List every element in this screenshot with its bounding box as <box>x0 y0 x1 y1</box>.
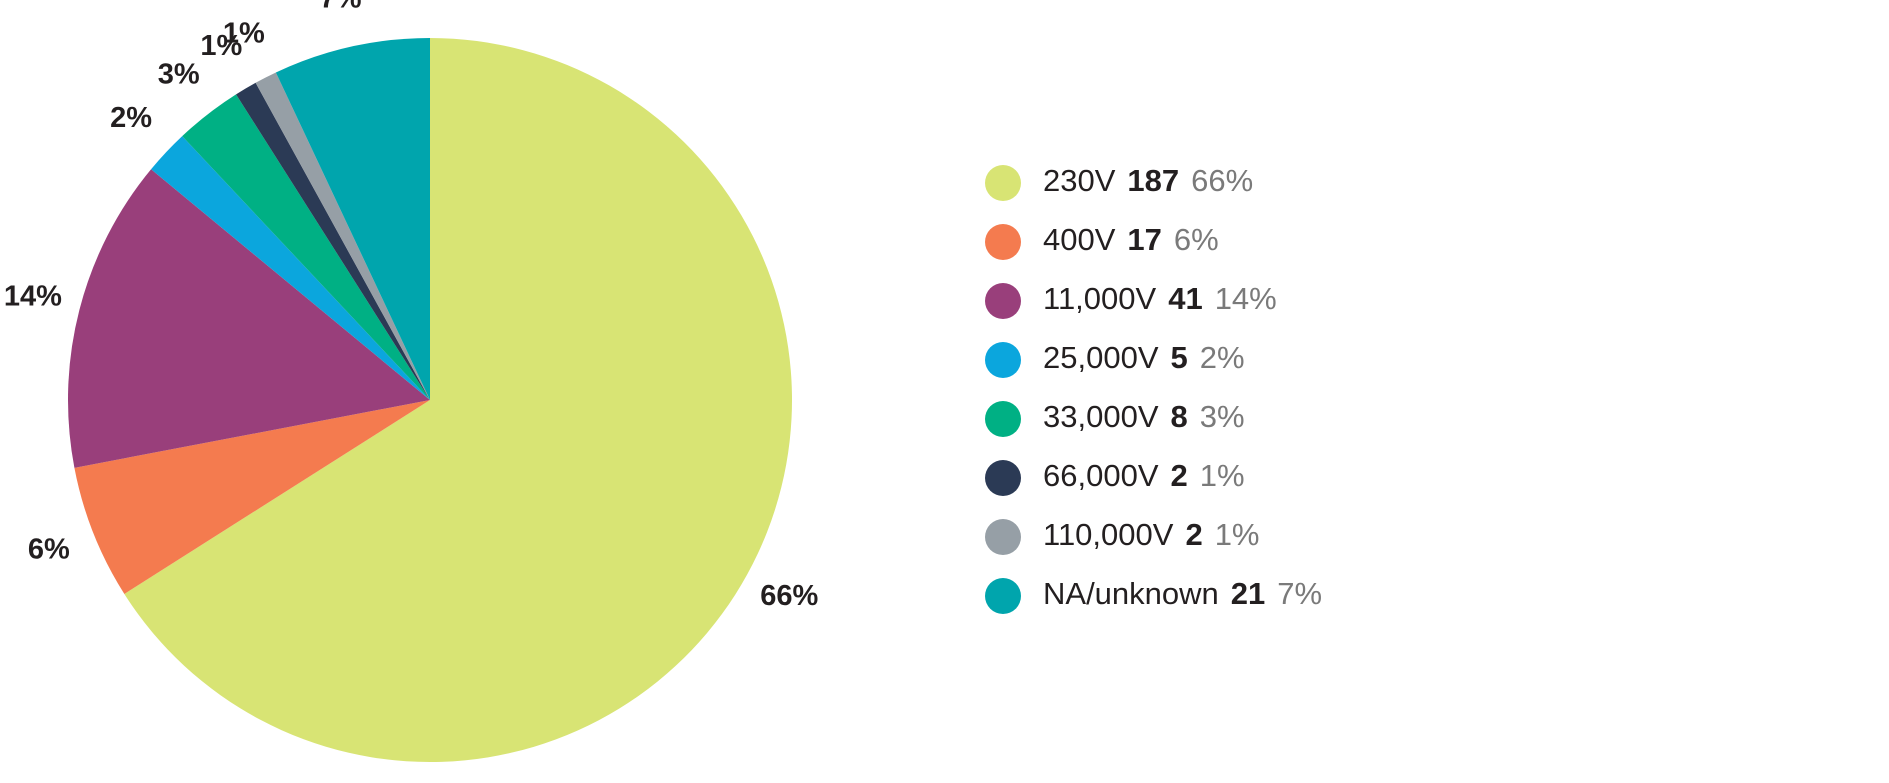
legend-label: 66,000V <box>1043 458 1159 493</box>
legend-text: 400V 17 6% <box>1043 222 1219 257</box>
slice-label-11-000v: 14% <box>4 281 62 313</box>
legend-text: 230V 187 66% <box>1043 163 1253 198</box>
slice-label-25-000v: 2% <box>110 102 152 134</box>
pie-slice-labels: 66%6%14%2%3%1%1%7% <box>4 0 819 612</box>
legend-percent: 2% <box>1200 340 1245 375</box>
legend-count: 187 <box>1127 163 1179 198</box>
legend-percent: 3% <box>1200 399 1245 434</box>
slice-label-400v: 6% <box>28 534 70 566</box>
legend-item-110-000v: 110,000V 2 1% <box>985 517 1260 555</box>
legend-text: NA/unknown 21 7% <box>1043 576 1322 611</box>
legend-count: 8 <box>1171 399 1188 434</box>
legend-swatch <box>985 519 1021 555</box>
pie-slice-400v <box>74 400 430 594</box>
legend-count: 2 <box>1171 458 1188 493</box>
legend-swatch <box>985 342 1021 378</box>
legend-label: NA/unknown <box>1043 576 1219 611</box>
legend-percent: 66% <box>1191 163 1253 198</box>
legend-swatch <box>985 224 1021 260</box>
legend-text: 33,000V 8 3% <box>1043 399 1245 434</box>
legend-swatch <box>985 283 1021 319</box>
legend-swatch <box>985 578 1021 614</box>
pie-slice-25-000v <box>151 136 430 401</box>
legend-swatch <box>985 401 1021 437</box>
legend-text: 110,000V 2 1% <box>1043 517 1260 552</box>
legend-text: 11,000V 41 14% <box>1043 281 1277 316</box>
legend-label: 11,000V <box>1043 281 1157 316</box>
legend-swatch <box>985 165 1021 201</box>
legend-item-230v: 230V 187 66% <box>985 163 1253 201</box>
legend-count: 2 <box>1185 517 1202 552</box>
legend-percent: 1% <box>1200 458 1245 493</box>
slice-label-66-000v: 1% <box>200 30 242 62</box>
pie-slices <box>68 38 793 762</box>
legend-text: 66,000V 2 1% <box>1043 458 1245 493</box>
legend-item-33-000v: 33,000V 8 3% <box>985 399 1245 437</box>
legend-label: 400V <box>1043 222 1116 257</box>
legend-label: 230V <box>1043 163 1116 198</box>
legend-count: 21 <box>1231 576 1265 611</box>
legend-percent: 6% <box>1174 222 1219 257</box>
legend-count: 17 <box>1127 222 1161 257</box>
pie-slice-33-000v <box>182 94 430 400</box>
legend-percent: 14% <box>1215 281 1277 316</box>
legend-item-400v: 400V 17 6% <box>985 222 1219 260</box>
legend-item-66-000v: 66,000V 2 1% <box>985 458 1245 496</box>
legend-percent: 1% <box>1215 517 1260 552</box>
legend-item-11-000v: 11,000V 41 14% <box>985 281 1277 319</box>
legend-text: 25,000V 5 2% <box>1043 340 1245 375</box>
pie-slice-na-unknown <box>275 38 430 400</box>
legend: 230V 187 66% 400V 17 6% 11,000V 41 14% 25,000V 5 2%… <box>985 163 1322 614</box>
legend-count: 41 <box>1168 281 1202 316</box>
pie-slice-11-000v <box>68 169 430 468</box>
slice-label-33-000v: 3% <box>158 59 200 91</box>
slice-label-230v: 66% <box>760 580 818 612</box>
pie-slice-66-000v <box>236 82 430 401</box>
legend-label: 25,000V <box>1043 340 1159 375</box>
pie-slice-110-000v <box>255 72 430 400</box>
legend-label: 33,000V <box>1043 399 1159 434</box>
legend-item-25-000v: 25,000V 5 2% <box>985 340 1245 378</box>
pie-slice-230v <box>124 38 793 762</box>
legend-label: 110,000V <box>1043 517 1174 552</box>
slice-label-110-000v: 1% <box>223 17 265 49</box>
legend-item-na-unknown: NA/unknown 21 7% <box>985 576 1322 614</box>
legend-swatch <box>985 460 1021 496</box>
legend-percent: 7% <box>1277 576 1322 611</box>
legend-count: 5 <box>1171 340 1188 375</box>
slice-label-na-unknown: 7% <box>320 0 362 15</box>
